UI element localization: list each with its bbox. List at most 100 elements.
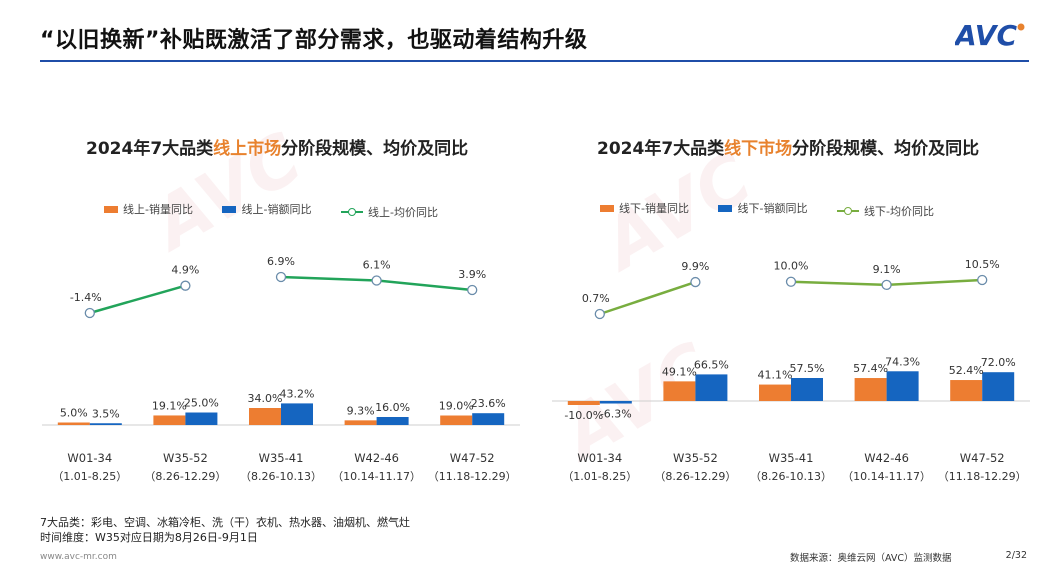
legend-line-swatch xyxy=(836,206,859,215)
bar-volume xyxy=(249,408,281,425)
data-label-volume: 19.0% xyxy=(439,400,474,413)
data-label-value: 74.3% xyxy=(885,355,920,368)
online-legend: 线上-销量同比 线上-销额同比 线上-均价同比 xyxy=(104,201,464,220)
legend-item-offline-price: 线下-均价同比 xyxy=(836,203,934,219)
bar-volume xyxy=(440,415,473,425)
data-label-value: 3.5% xyxy=(92,407,120,420)
data-label-value: 43.2% xyxy=(280,387,315,400)
legend-item-online-price: 线上-均价同比 xyxy=(340,204,438,220)
footer-source: 数据来源：奥维云网（AVC）监测数据 xyxy=(790,553,952,564)
page-number: 2/32 xyxy=(1005,550,1027,561)
x-tick-label: W47-52 xyxy=(960,451,1005,465)
price-line-point xyxy=(180,280,191,291)
offline-market-chart: -10.0%-6.3% W01-34 （1.01-8.25） 49.1%66.5% W3… xyxy=(552,258,1030,483)
data-label-volume: -10.0% xyxy=(564,409,603,422)
avc-logo: AVC xyxy=(955,19,1025,50)
data-label-value: 16.0% xyxy=(375,401,410,414)
legend-swatch xyxy=(104,205,118,213)
data-label-price: 6.9% xyxy=(267,255,295,268)
x-tick-date-label: （10.14-11.17） xyxy=(842,470,931,483)
x-tick-label: W35-41 xyxy=(769,451,814,465)
notes: 7大品类：彩电、空调、冰箱冷柜、洗（干）衣机、热水器、油烟机、燃气灶 时间维度：… xyxy=(40,515,410,545)
x-tick-label: W35-52 xyxy=(673,451,718,465)
legend-swatch xyxy=(600,204,614,212)
x-tick-label: W42-46 xyxy=(864,451,909,465)
price-line-point xyxy=(84,307,95,319)
data-label-volume: 49.1% xyxy=(662,365,697,378)
x-tick-date-label: （10.14-11.17） xyxy=(332,470,421,483)
price-line-segment xyxy=(790,280,887,287)
data-label-volume: 57.4% xyxy=(853,362,888,375)
data-label-price: 9.9% xyxy=(681,260,709,273)
logo-dot-icon xyxy=(1017,23,1025,31)
legend-line-swatch xyxy=(340,207,363,216)
bar-volume xyxy=(759,384,791,401)
x-tick-date-label: （8.26-12.29） xyxy=(654,470,736,483)
offline-chart-title: 2024年7大品类线下市场分阶段规模、均价及同比 xyxy=(597,139,980,159)
bar-volume xyxy=(57,422,90,425)
data-label-value: 23.6% xyxy=(471,397,506,410)
data-label-value: 57.5% xyxy=(790,362,825,375)
data-label-volume: 5.0% xyxy=(60,407,88,420)
offline-legend: 线下-销量同比 线下-销额同比 线下-均价同比 xyxy=(600,200,960,219)
price-line-segment xyxy=(886,278,983,287)
x-tick-label: W01-34 xyxy=(577,451,622,465)
bar-value xyxy=(695,374,728,401)
data-label-value: 72.0% xyxy=(981,356,1016,369)
x-tick-label: W47-52 xyxy=(450,451,495,465)
legend-item-offline-value: 线下-销额同比 xyxy=(718,200,807,216)
price-line-segment xyxy=(376,279,473,292)
price-line-point xyxy=(977,274,988,286)
bar-value xyxy=(376,417,409,425)
legend-swatch xyxy=(222,205,237,213)
x-tick-label: W01-34 xyxy=(67,451,112,465)
data-label-value: 25.0% xyxy=(184,397,219,410)
bar-value xyxy=(89,423,122,425)
bar-volume xyxy=(663,381,696,401)
x-tick-date-label: （1.01-8.25） xyxy=(52,470,127,483)
x-tick-date-label: （11.18-12.29） xyxy=(938,470,1027,483)
price-line-point xyxy=(594,308,605,320)
price-line-point xyxy=(881,279,892,291)
data-label-value: -6.3% xyxy=(600,408,632,421)
x-tick-date-label: （11.18-12.29） xyxy=(428,470,517,483)
data-label-price: 10.5% xyxy=(965,258,1000,271)
data-label-volume: 19.1% xyxy=(152,399,187,412)
header-divider xyxy=(40,60,1029,62)
x-tick-date-label: （8.26-10.13） xyxy=(240,470,322,483)
online-market-chart: 5.0% 3.5% W01-34 （1.01-8.25） 19.1%25.0% W35-5… xyxy=(42,255,520,483)
x-tick-label: W35-41 xyxy=(259,451,304,465)
x-tick-label: W35-52 xyxy=(163,451,208,465)
legend-swatch xyxy=(718,204,733,212)
data-label-price: 6.1% xyxy=(363,258,391,271)
data-label-volume: 9.3% xyxy=(347,404,375,417)
legend-item-online-value: 线上-销额同比 xyxy=(222,201,311,217)
price-line-point xyxy=(467,284,478,296)
logo-text: AVC xyxy=(955,19,1017,50)
data-label-price: 4.9% xyxy=(171,264,199,277)
price-line-point xyxy=(371,275,382,286)
price-line-segment xyxy=(599,280,696,316)
data-label-price: -1.4% xyxy=(70,291,102,304)
bar-value xyxy=(599,401,632,404)
note-categories: 7大品类：彩电、空调、冰箱冷柜、洗（干）衣机、热水器、油烟机、燃气灶 xyxy=(40,516,410,529)
bar-volume xyxy=(567,401,600,405)
x-tick-date-label: （8.26-12.29） xyxy=(144,470,226,483)
legend-item-online-volume: 线上-销量同比 xyxy=(104,201,193,217)
bar-volume xyxy=(344,420,377,425)
bar-value xyxy=(886,371,919,401)
data-label-value: 66.5% xyxy=(694,358,729,371)
data-label-price: 10.0% xyxy=(774,260,809,273)
bar-volume xyxy=(153,415,186,425)
footer-website: www.avc-mr.com xyxy=(40,552,117,562)
note-time: 时间维度：W35对应日期为8月26日-9月1日 xyxy=(40,531,258,544)
data-label-price: 9.1% xyxy=(873,263,901,276)
bar-value xyxy=(982,372,1015,401)
price-line-point xyxy=(275,271,287,283)
data-label-price: 0.7% xyxy=(582,292,610,305)
bar-volume xyxy=(950,380,983,401)
bar-value xyxy=(472,413,505,425)
bar-value xyxy=(185,412,218,425)
bar-value xyxy=(281,403,313,425)
price-line-segment xyxy=(280,275,377,282)
